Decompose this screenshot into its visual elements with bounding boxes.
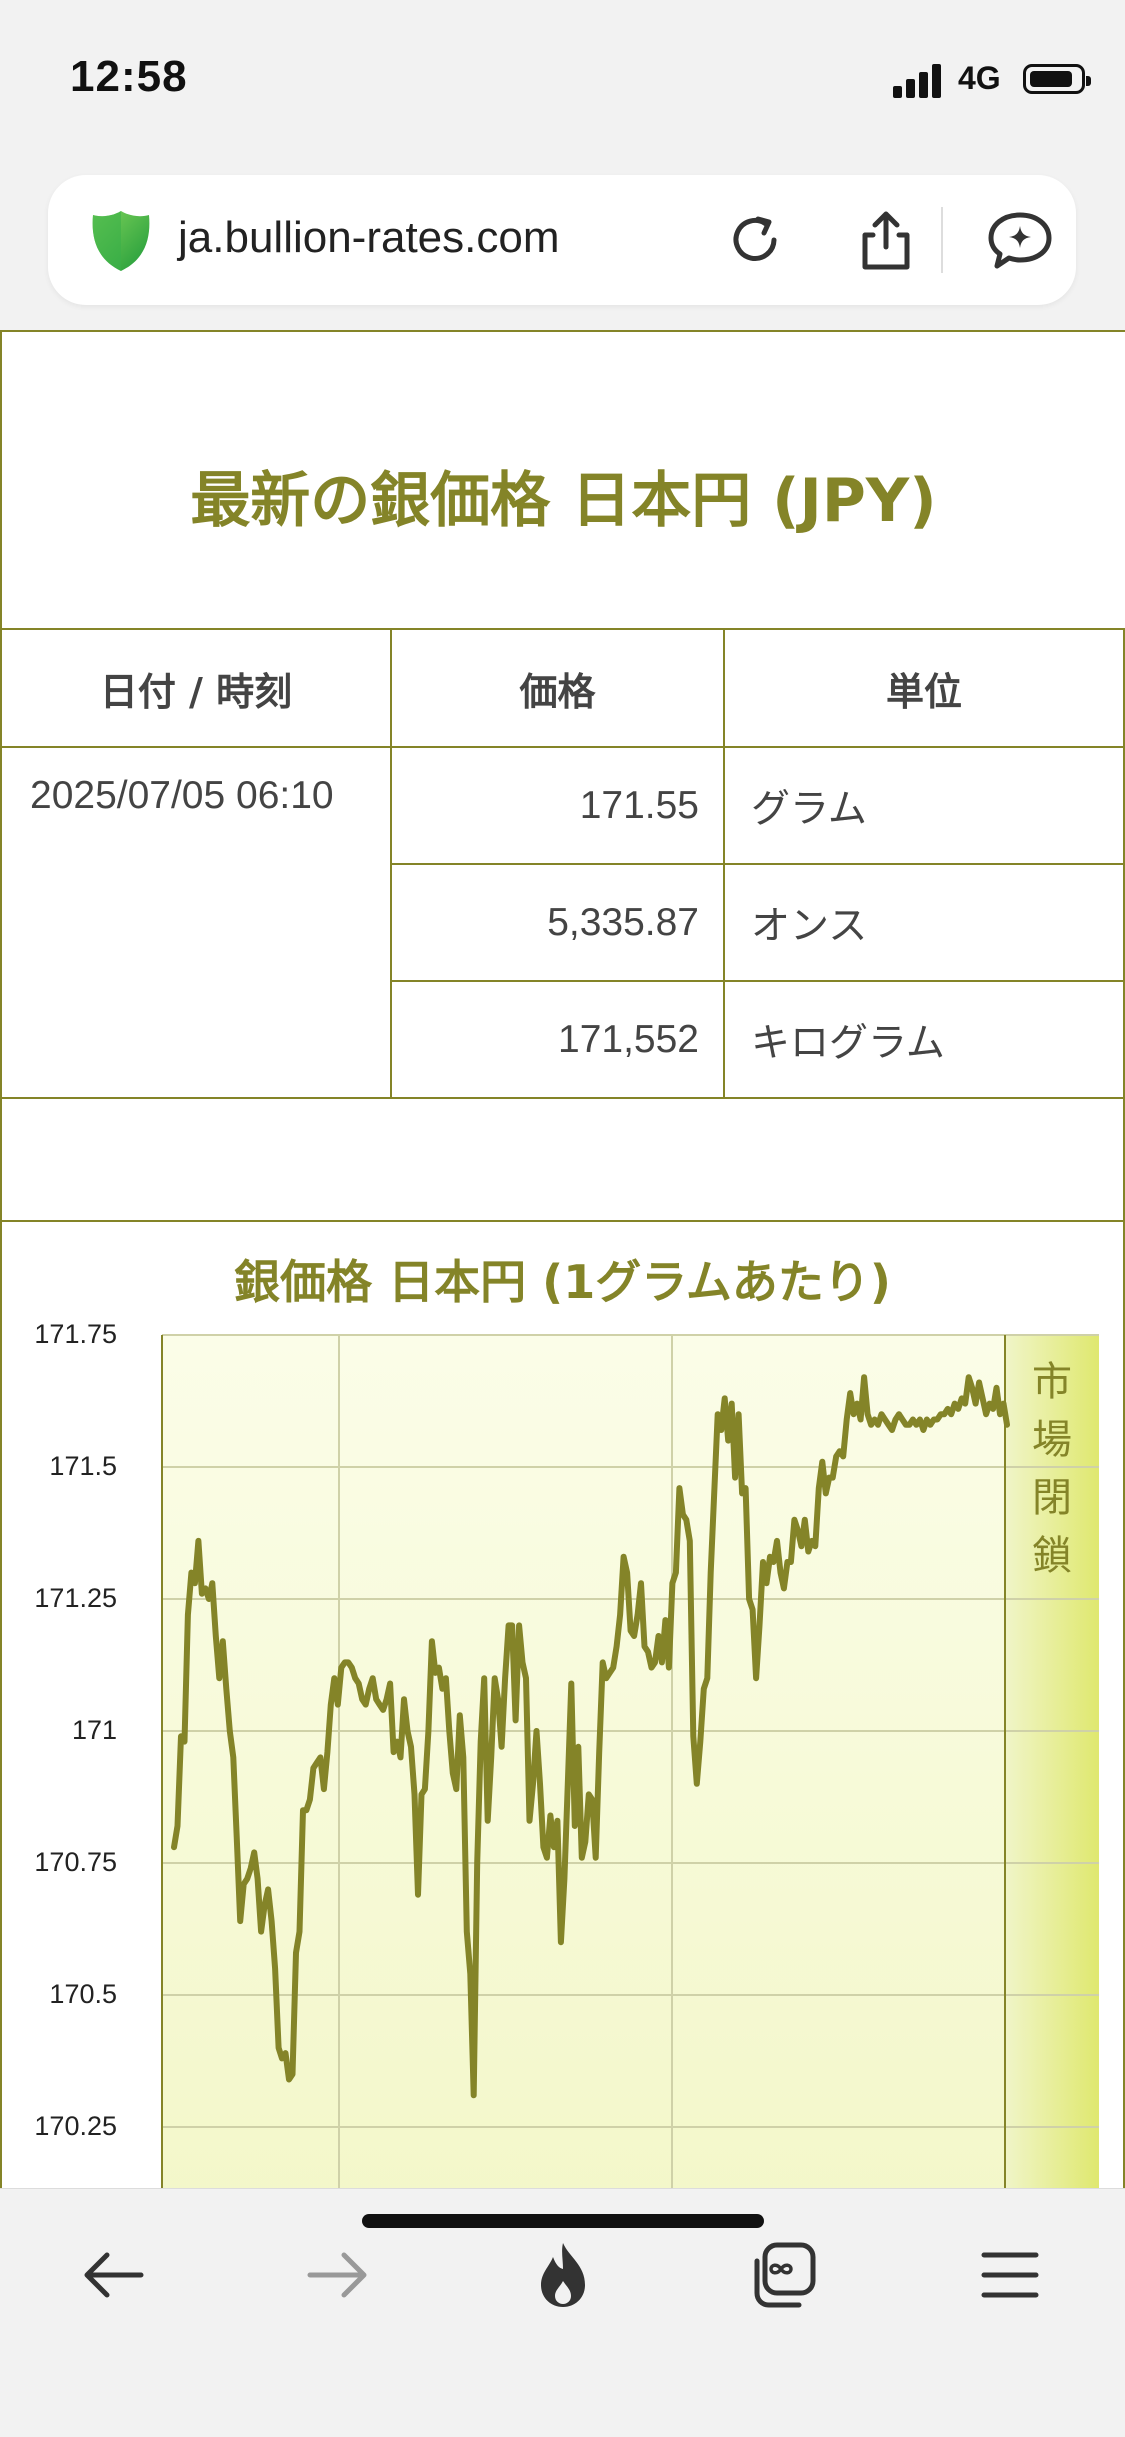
- page-title: 最新の銀価格 日本円 (JPY): [190, 466, 937, 536]
- tabs-icon[interactable]: [745, 2235, 825, 2315]
- share-icon[interactable]: [851, 205, 921, 275]
- status-bar: 12:58 4G: [0, 0, 1125, 165]
- table-row: 2025/07/05 06:10 171.55 グラム: [0, 746, 1125, 1099]
- cellular-signal-icon: [893, 64, 943, 98]
- menu-icon[interactable]: [970, 2235, 1050, 2315]
- battery-icon: [1023, 64, 1091, 94]
- home-indicator: [362, 2214, 764, 2228]
- y-tick-label: 170.25: [34, 2111, 117, 2141]
- web-page: 最新の銀価格 日本円 (JPY) 日付 / 時刻 価格 単位 2025/07/0…: [0, 330, 1125, 2190]
- y-tick-label: 171.75: [34, 1319, 117, 1349]
- forward-icon[interactable]: [298, 2235, 378, 2315]
- price-cell: 5,335.87: [390, 863, 725, 982]
- y-tick-label: 171.25: [34, 1583, 117, 1613]
- table-row: 171,552 キログラム: [1, 980, 1125, 1099]
- plot-area: [162, 1335, 1005, 2190]
- silver-price-chart: 171.75 171.5 171.25 171 170.75 170.5 170.25 市場閉…: [34, 1319, 1099, 2190]
- table-header-row: 日付 / 時刻 価格 単位: [0, 628, 1125, 748]
- page-title-box: 最新の銀価格 日本円 (JPY): [0, 330, 1125, 630]
- back-icon[interactable]: [73, 2235, 153, 2315]
- datetime-cell: 2025/07/05 06:10: [0, 746, 392, 1099]
- price-table: 日付 / 時刻 価格 単位 2025/07/05 06:10 171.55 グラ…: [0, 628, 1125, 1099]
- price-cell: 171,552: [390, 980, 725, 1099]
- chart-title: 銀価格 日本円 (1グラムあたり): [234, 1255, 891, 1309]
- y-tick-label: 171: [72, 1715, 117, 1745]
- url-bar-divider: [941, 207, 943, 273]
- market-closed-label-char: 市: [1032, 1359, 1072, 1405]
- shield-icon[interactable]: [86, 205, 156, 275]
- unit-cell: オンス: [723, 863, 1125, 982]
- browser-toolbar: [0, 2188, 1125, 2437]
- flame-icon[interactable]: [523, 2235, 603, 2315]
- address-bar[interactable]: ja.bullion-rates.com: [48, 175, 1076, 305]
- table-row: 5,335.87 オンス: [1, 863, 1125, 982]
- y-tick-label: 170.5: [49, 1979, 117, 2009]
- header-price: 価格: [390, 628, 725, 748]
- market-closed-area: [1005, 1335, 1099, 2190]
- y-tick-label: 171.5: [49, 1451, 117, 1481]
- status-time: 12:58: [70, 52, 188, 101]
- chart-container: 銀価格 日本円 (1グラムあたり) 171.75 171.5 171.25 171 17…: [0, 1220, 1125, 2190]
- unit-cell: グラム: [723, 746, 1125, 865]
- url-text[interactable]: ja.bullion-rates.com: [178, 213, 560, 262]
- header-datetime: 日付 / 時刻: [0, 628, 392, 748]
- table-spacer-row: [0, 1098, 1125, 1222]
- unit-cell: キログラム: [723, 980, 1125, 1099]
- market-closed-label-char: 場: [1032, 1417, 1072, 1463]
- market-closed-label-char: 閉: [1032, 1475, 1072, 1521]
- header-unit: 単位: [723, 628, 1125, 748]
- assistant-icon[interactable]: [985, 205, 1055, 275]
- price-cell: 171.55: [390, 746, 725, 865]
- y-tick-label: 170.75: [34, 1847, 117, 1877]
- network-type: 4G: [958, 60, 1001, 96]
- price-series-line: [171, 1374, 1010, 2099]
- reload-icon[interactable]: [720, 205, 790, 275]
- market-closed-label-char: 鎖: [1032, 1533, 1072, 1579]
